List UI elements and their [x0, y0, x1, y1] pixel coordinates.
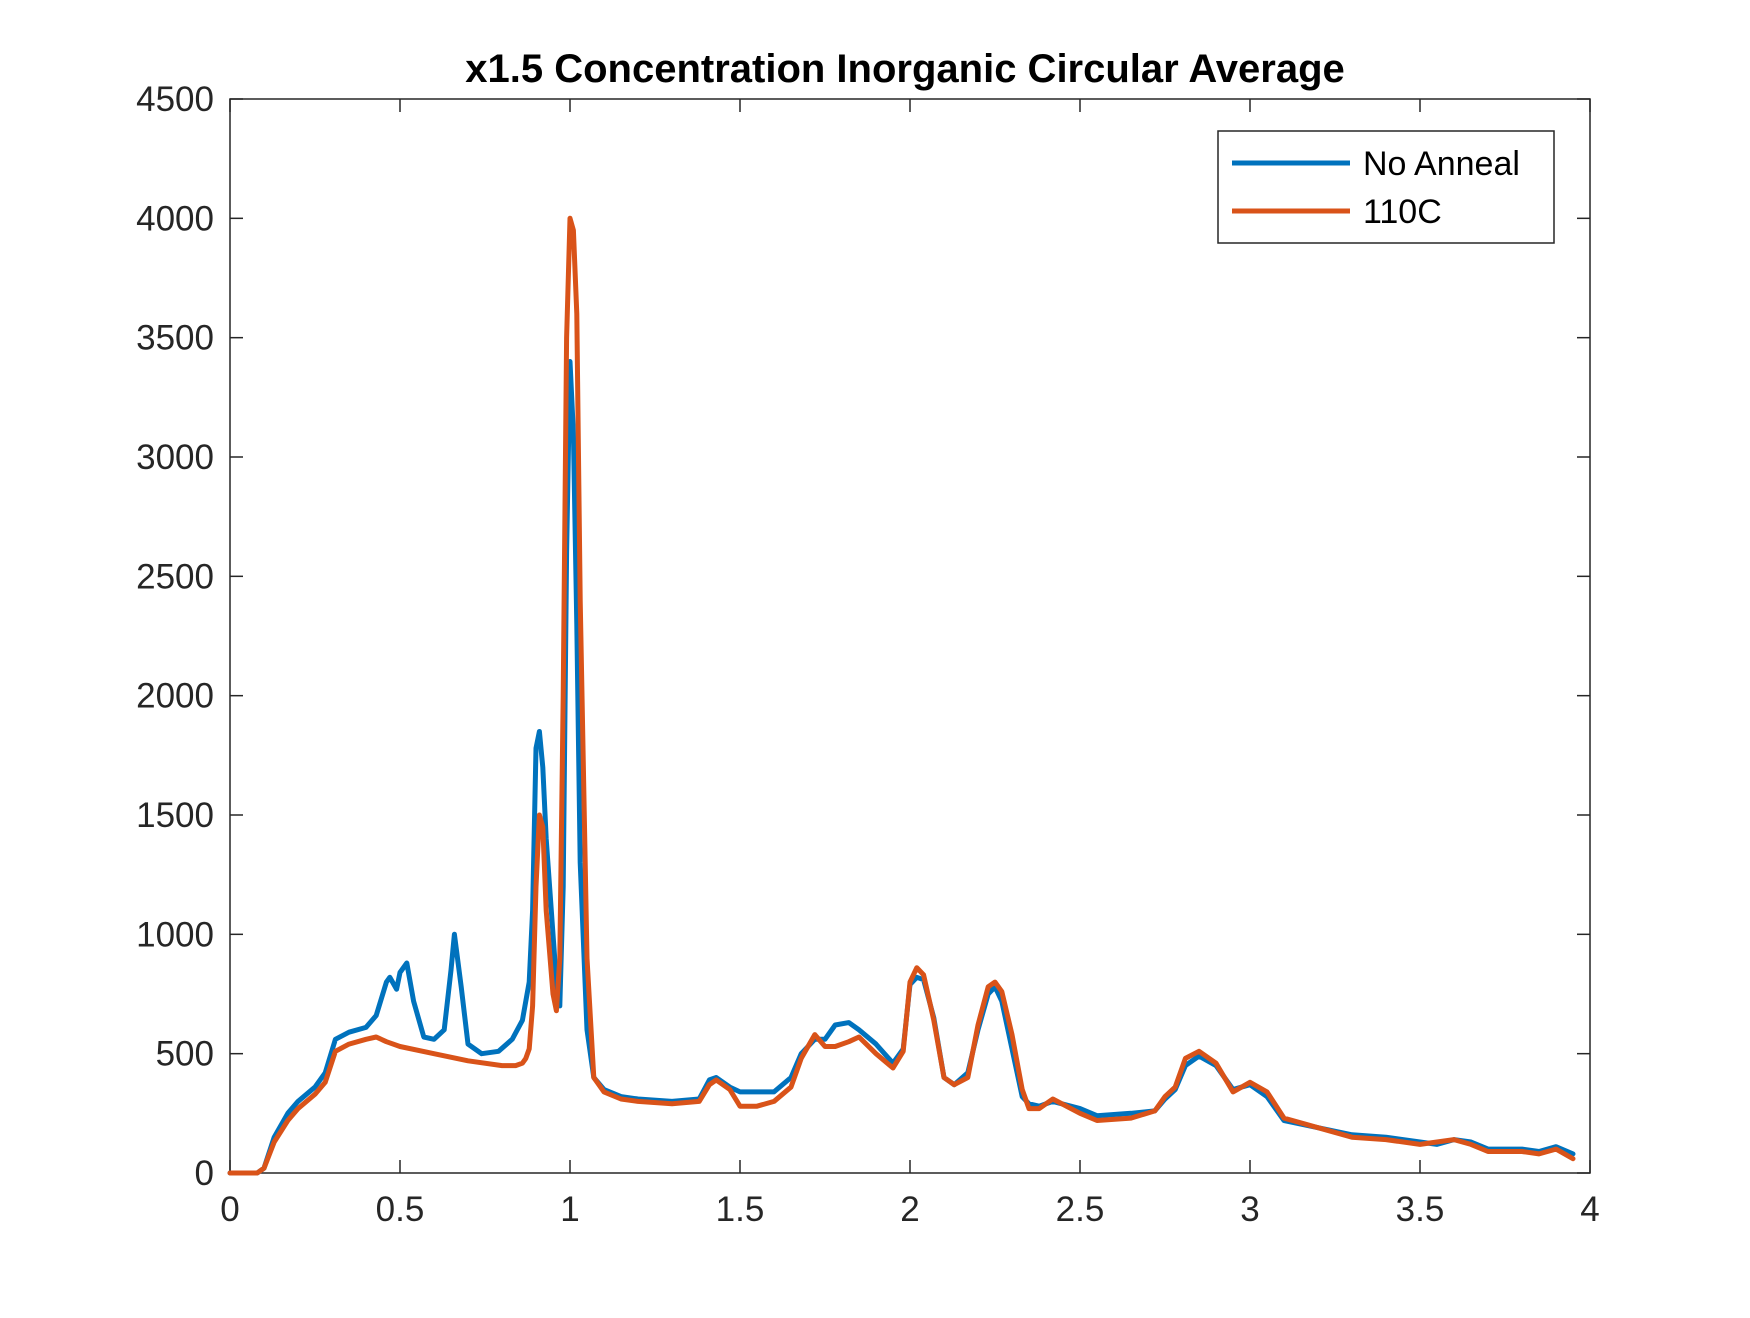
x-tick-label: 2 — [900, 1190, 919, 1229]
y-tick-label: 4000 — [136, 199, 214, 238]
x-tick-label: 3.5 — [1396, 1190, 1445, 1229]
series-line-110c — [227, 215, 1576, 1176]
x-tick-label: 1 — [560, 1190, 579, 1229]
x-tick-label: 2.5 — [1056, 1190, 1105, 1229]
legend: No Anneal 110C — [1217, 130, 1555, 244]
legend-label: 110C — [1363, 193, 1442, 231]
y-tick-label: 1500 — [136, 796, 214, 835]
series-layer — [227, 215, 1576, 1176]
x-tick-label: 0 — [220, 1190, 239, 1229]
y-tick-label: 2000 — [136, 677, 214, 716]
y-tick-label: 1000 — [136, 915, 214, 954]
legend-box — [1217, 130, 1555, 244]
y-tick-label: 3500 — [136, 319, 214, 358]
x-tick-label: 1.5 — [716, 1190, 765, 1229]
plot-box — [229, 98, 1591, 1174]
legend-label: No Anneal — [1363, 145, 1520, 183]
y-tick-label: 500 — [156, 1035, 214, 1074]
y-tick-label: 2500 — [136, 557, 214, 596]
x-tick-label: 0.5 — [376, 1190, 425, 1229]
y-tick-label: 4500 — [136, 80, 214, 119]
y-tick-label: 0 — [195, 1154, 214, 1193]
chart-title: x1.5 Concentration Inorganic Circular Av… — [465, 47, 1345, 91]
x-tick-label: 3 — [1240, 1190, 1259, 1229]
y-tick-label: 3000 — [136, 438, 214, 477]
axes: 0 0.5 1 1.5 2 2.5 3 3.5 4 0 500 1000 1500 2000 2500 300… — [136, 80, 1600, 1229]
x-tick-label: 4 — [1580, 1190, 1599, 1229]
series-line-no-anneal — [227, 359, 1576, 1176]
